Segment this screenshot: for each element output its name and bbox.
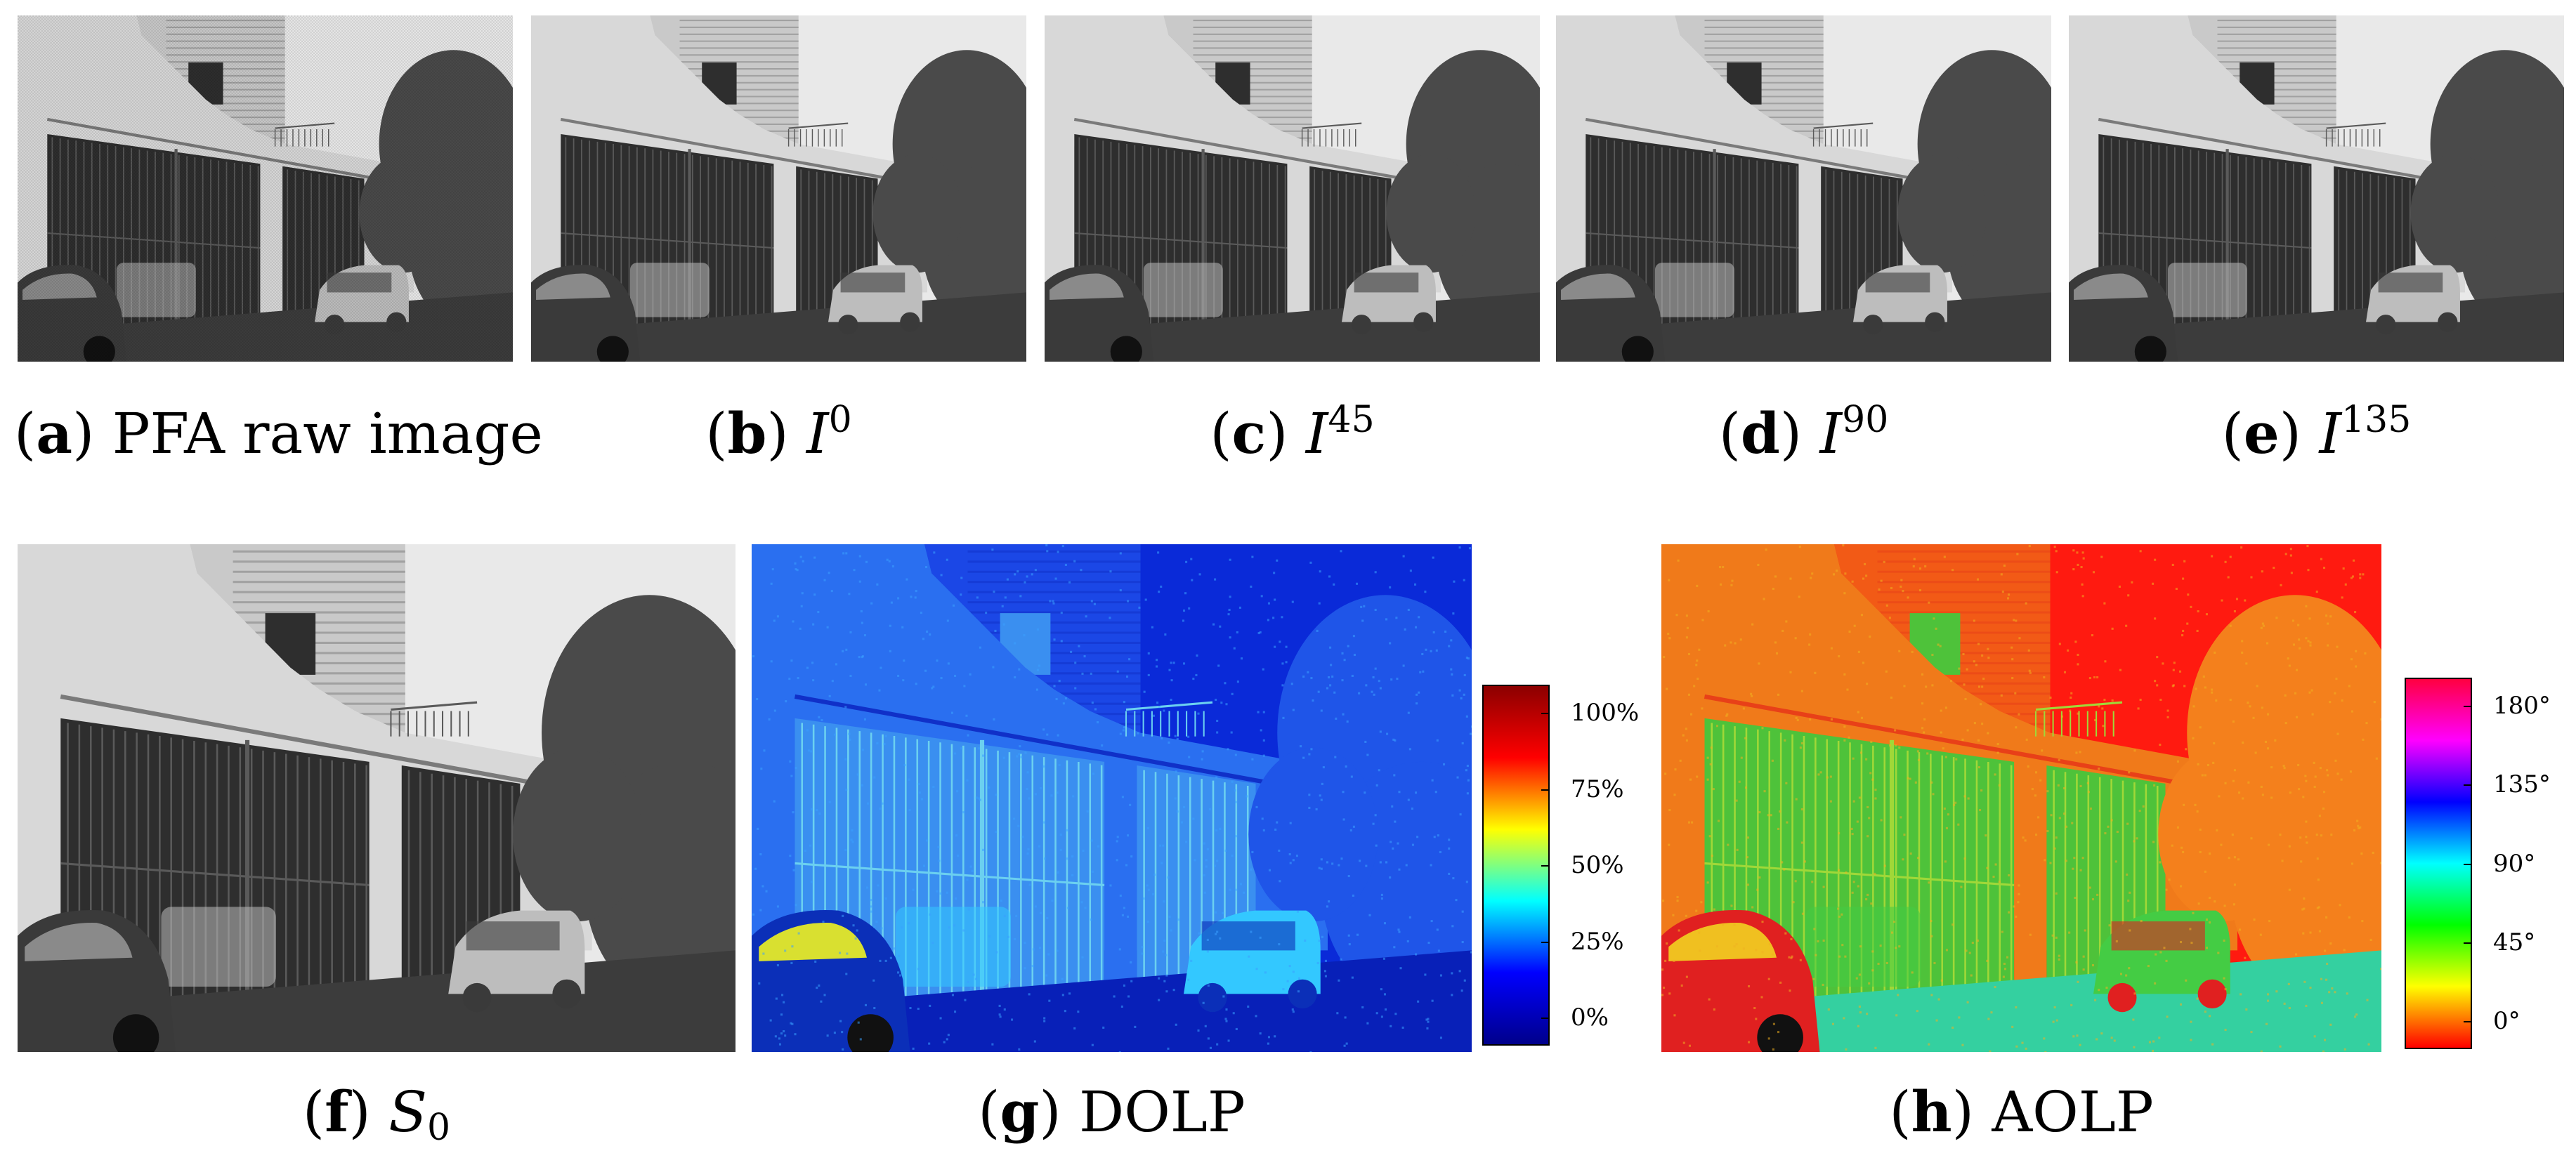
- colorbar-tick-label: 90°: [2493, 849, 2536, 878]
- caption-d: (d) I90: [1718, 399, 1889, 466]
- caption-f: (f) S0: [302, 1079, 451, 1149]
- colorbar-tick-label: 75%: [1571, 775, 1624, 803]
- panel-f-image: [18, 544, 735, 1052]
- panel-e-image: [2069, 15, 2564, 362]
- colorbar-tick-mark: [1541, 865, 1550, 867]
- caption-g: (g) DOLP: [978, 1079, 1245, 1145]
- panel-a-image: [18, 15, 513, 362]
- caption-c: (c) I45: [1210, 399, 1375, 466]
- panel-g-image: [752, 544, 1472, 1052]
- colorbar-tick-mark: [2464, 942, 2472, 944]
- panel-c-image: [1045, 15, 1540, 362]
- panel-b-image: [531, 15, 1026, 362]
- colorbar-tick-label: 45°: [2493, 928, 2536, 956]
- dolp-colorbar: [1482, 685, 1550, 1046]
- panel-d-image: [1556, 15, 2051, 362]
- colorbar-tick-mark: [2464, 863, 2472, 865]
- caption-e: (e) I135: [2221, 399, 2412, 466]
- colorbar-tick-mark: [1541, 713, 1550, 714]
- colorbar-tick-label: 0%: [1571, 1003, 1609, 1032]
- colorbar-tick-label: 135°: [2493, 770, 2551, 799]
- colorbar-tick-mark: [1541, 941, 1550, 943]
- colorbar-tick-mark: [2464, 784, 2472, 786]
- colorbar-tick-label: 25%: [1571, 927, 1624, 956]
- caption-b: (b) I0: [705, 399, 852, 466]
- colorbar-tick-mark: [1541, 789, 1550, 791]
- caption-a: (a) PFA raw image: [14, 400, 543, 466]
- colorbar-tick-mark: [2464, 706, 2472, 707]
- caption-h: (h) AOLP: [1889, 1079, 2154, 1145]
- colorbar-tick-mark: [2464, 1021, 2472, 1022]
- panel-h-image: [1661, 544, 2381, 1052]
- colorbar-tick-label: 0°: [2493, 1007, 2521, 1035]
- aolp-colorbar: [2405, 678, 2472, 1049]
- colorbar-tick-label: 50%: [1571, 851, 1624, 879]
- colorbar-tick-mark: [1541, 1018, 1550, 1019]
- colorbar-tick-label: 100%: [1571, 699, 1640, 727]
- colorbar-tick-label: 180°: [2493, 692, 2551, 720]
